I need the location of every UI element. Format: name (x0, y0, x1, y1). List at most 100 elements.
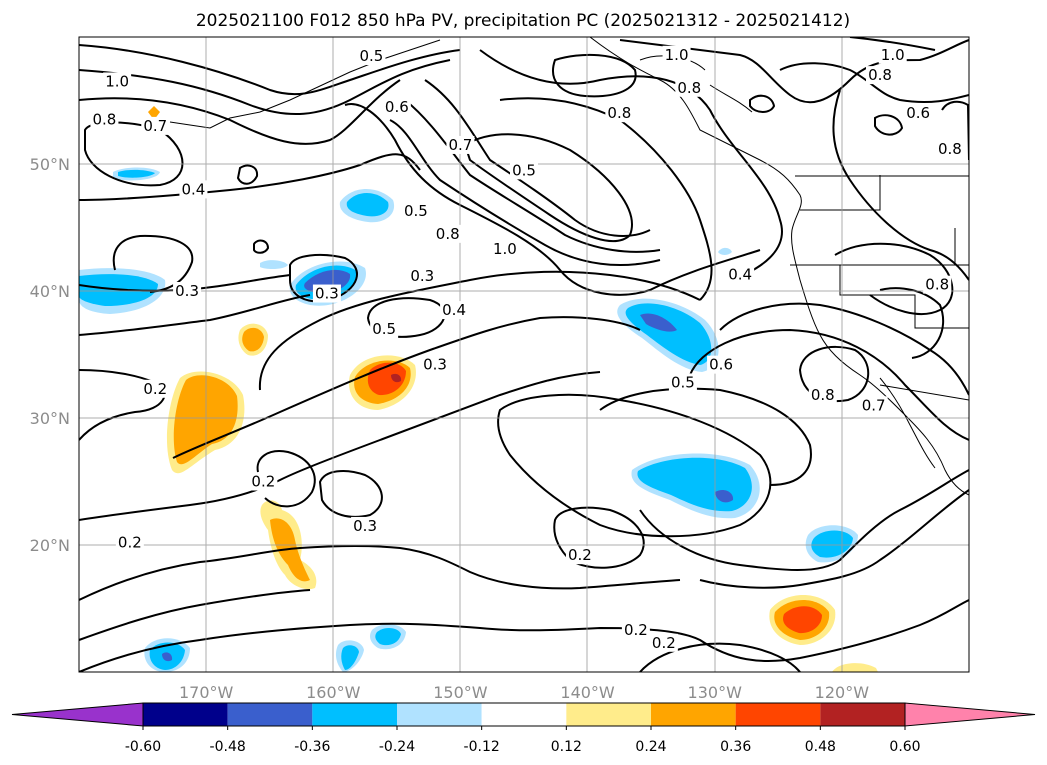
pv-contour (389, 119, 661, 266)
colorbar-block (143, 703, 228, 726)
colorbar-block (481, 703, 567, 726)
contour-label-bg (707, 355, 736, 374)
pos-anomaly-area (391, 373, 402, 383)
pv-contour (619, 39, 969, 104)
pv-contour (849, 37, 936, 51)
pv-contour (172, 316, 641, 459)
contour-label-bg (923, 275, 952, 294)
pv-contour (79, 153, 421, 201)
neg-anomaly-area (718, 247, 732, 255)
lon-tick-label: 120°W (815, 683, 870, 702)
colorbar-block (735, 703, 821, 726)
contour-label: 0.5 (404, 202, 428, 220)
contour-label-bg (490, 240, 519, 259)
pv-contour (236, 164, 259, 185)
contour-label-bg (249, 472, 278, 491)
contour-label: 0.8 (607, 104, 631, 122)
contour-label: 0.6 (709, 356, 733, 374)
pos-anomaly-area (783, 606, 822, 634)
contour-label-bg (401, 201, 430, 220)
pv-contour (779, 62, 969, 104)
contour-label-bg (510, 161, 538, 180)
map-background (79, 37, 969, 672)
contour-label: 0.6 (906, 104, 930, 122)
colorbar-tick-label: 0.36 (720, 739, 751, 755)
colorbar-tick-label: -0.60 (125, 739, 161, 755)
contour-label-bg (726, 265, 755, 284)
pv-contour (404, 99, 661, 253)
contour-label-bg (675, 78, 704, 97)
colorbar-frame (142, 702, 906, 727)
pos-anomaly-area (242, 327, 264, 352)
contour-label: 0.8 (677, 79, 701, 97)
contour-label: 0.3 (175, 282, 199, 300)
contour-label: 0.3 (315, 285, 339, 303)
contour-label: 1.0 (493, 240, 517, 258)
neg-anomaly-area (341, 645, 359, 670)
pv-contour (79, 369, 166, 441)
border (800, 175, 881, 211)
pos-anomaly-area (832, 663, 878, 672)
map-frame (78, 36, 970, 673)
pv-contour (256, 450, 316, 508)
colorbar: -0.60 -0.48 -0.36 -0.24 -0.12 0.12 0.24 0.36 0.4… (11, 702, 1036, 755)
contour-label: 0.2 (568, 546, 592, 564)
neg-anomaly-area (715, 489, 734, 503)
pv-contour (79, 59, 451, 115)
contour-label: 0.7 (862, 396, 886, 414)
contour-label: 0.8 (436, 225, 460, 243)
pv-contour (832, 89, 969, 281)
pv-contour (79, 589, 311, 641)
contour-label: 0.7 (448, 136, 472, 154)
contour-label-bg (179, 180, 208, 199)
contour-label-bg (421, 355, 449, 374)
pv-contour (699, 489, 969, 589)
contour-label-bg (935, 139, 964, 158)
contour-label-bg (662, 45, 691, 64)
contour-label: 0.5 (359, 47, 383, 65)
contour-label-bg (808, 386, 837, 405)
contour-label-bg (141, 116, 170, 135)
contour-label: 1.0 (881, 46, 905, 64)
pos-anomaly-area (148, 106, 160, 120)
pv-contour (79, 545, 681, 601)
pv-contour (253, 239, 270, 254)
contour-label-bg (312, 284, 341, 303)
colorbar-extend-low (11, 702, 144, 727)
contour-label-bg (565, 546, 594, 565)
neg-anomaly-area (346, 193, 389, 217)
neg-anomaly-area (640, 313, 677, 332)
pv-contour (719, 302, 969, 396)
lat-tick-label: 50°N (30, 155, 70, 174)
pv-contour (499, 97, 713, 301)
lat-tick-label: 30°N (30, 409, 70, 428)
contour-label: 0.5 (671, 373, 695, 391)
colorbar-tick-label: -0.24 (379, 739, 415, 755)
pv-contour (874, 114, 904, 136)
neg-anomaly-area (118, 169, 155, 178)
contour-label-bg (621, 621, 650, 640)
colorbar-extend-high (904, 702, 1036, 727)
colorbar-block (227, 703, 313, 726)
contour-label: 0.8 (92, 111, 116, 129)
contour-label: 0.2 (118, 533, 142, 551)
colorbar-block (397, 703, 482, 726)
contour-label-bg (103, 72, 132, 91)
longitude-tick-labels: 170°W 160°W 150°W 140°W 130°W 120°W (179, 683, 869, 702)
pv-contour (941, 100, 969, 161)
contour-label: 0.5 (512, 161, 536, 179)
contour-label: 0.3 (353, 517, 377, 535)
colorbar-tick-label: 0.24 (635, 739, 666, 755)
pv-contour (258, 270, 701, 391)
contour-label-bg (90, 110, 119, 129)
pv-contour (689, 328, 969, 441)
contour-label: 0.8 (925, 276, 949, 294)
contour-label-bg (605, 104, 634, 123)
pv-contour (79, 294, 311, 336)
colorbar-tick-label: -0.12 (464, 739, 500, 755)
colorbar-tick-label: 0.60 (889, 739, 920, 755)
pv-contour (79, 371, 601, 521)
contour-labels: 1.0 0.8 0.7 0.4 0.5 0.6 0.7 0.5 0.8 1.0 0.8 1.0 0.8 0… (90, 45, 964, 652)
border (879, 384, 969, 401)
